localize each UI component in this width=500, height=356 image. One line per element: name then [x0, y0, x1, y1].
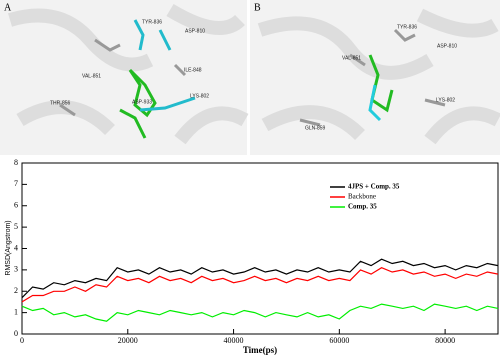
y-tick-label: 2 [14, 286, 18, 295]
series-line [21, 258, 499, 299]
legend-label: Comp. 35 [348, 203, 377, 211]
residue-label: TYR-836 [397, 24, 417, 30]
panel-a-image [0, 0, 249, 155]
y-axis-label: RMSD(Angstrom) [5, 220, 12, 275]
y-tick-label: 8 [14, 158, 18, 167]
x-tick-label: 0 [20, 336, 24, 345]
x-axis-label: Time(ps) [243, 345, 277, 355]
plot-frame [21, 162, 499, 335]
residue-label: ASP-810 [185, 28, 205, 34]
y-tick-label: 7 [14, 179, 18, 188]
y-tick-label: 6 [14, 201, 18, 210]
x-tick-label: 60000 [329, 336, 349, 345]
residue-label: ASP-810 [437, 43, 457, 49]
residue-label: THR-856 [50, 100, 71, 106]
y-tick-label: 4 [14, 243, 18, 252]
y-tick-label: 5 [14, 222, 18, 231]
x-tick-label: 80000 [435, 336, 455, 345]
residue-label: LYS-802 [436, 97, 455, 103]
residue-label: VAL-851 [342, 55, 361, 61]
panel-label: A [4, 2, 12, 13]
x-tick-label: 40000 [224, 336, 244, 345]
residue-label: GLN-859 [305, 125, 326, 131]
x-tick-label: 20000 [118, 336, 138, 345]
series-line [21, 303, 499, 322]
legend-label: 4JPS + Comp. 35 [348, 183, 400, 191]
residue-label: ASP-933 [132, 99, 152, 105]
y-tick-label: 3 [14, 265, 18, 274]
residue-label: ILE-848 [184, 67, 202, 73]
residue-label: TYR-836 [142, 19, 162, 25]
panel-b-image [250, 0, 500, 155]
y-tick-label: 1 [14, 307, 18, 316]
residue-label: VAL-851 [82, 73, 101, 79]
panel-label: B [254, 2, 261, 13]
series-line [21, 267, 499, 303]
y-tick-label: 0 [14, 329, 18, 338]
residue-label: LYS-802 [190, 93, 209, 99]
legend-label: Backbone [348, 193, 376, 201]
